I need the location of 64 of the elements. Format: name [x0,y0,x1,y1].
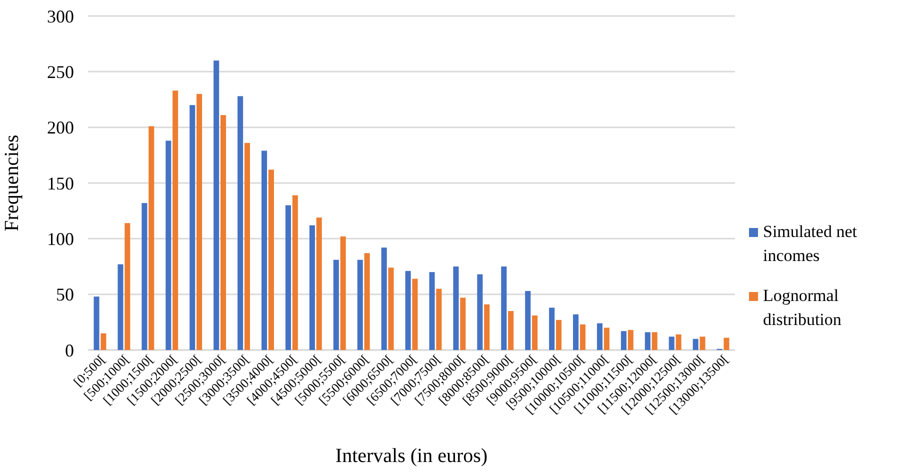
bar [644,332,650,350]
bar [100,333,106,350]
bar [357,260,363,350]
bar [118,264,124,350]
bar [573,314,579,350]
bar [580,324,586,350]
bar [94,296,100,350]
bar [549,308,555,350]
bar [556,320,562,350]
bar [620,331,626,350]
bar [364,253,370,350]
bar [166,140,172,350]
bar [484,304,490,350]
bar [148,126,154,350]
x-axis-title: Intervals (in euros) [335,445,488,467]
y-tick-label: 250 [47,62,74,82]
y-tick-label: 50 [56,284,74,305]
bar [142,203,148,350]
bar [652,332,658,350]
bar [525,290,531,350]
bar [381,248,387,350]
bar [628,330,634,350]
bar [388,268,394,350]
bar [238,96,244,350]
bar [190,105,196,350]
bar [412,278,418,350]
bar [477,274,483,350]
bar [405,270,411,350]
legend-label: Lognormal distribution [763,286,842,329]
y-axis-title: Frequencies [1,134,23,232]
y-tick-label: 150 [47,173,74,194]
y-tick-label: 100 [47,228,74,249]
bar [124,223,130,350]
bar [596,323,603,350]
bar [220,115,226,350]
bar [436,288,442,350]
bar [316,218,322,350]
bar [700,336,706,350]
bar [172,90,178,350]
bar [333,260,339,350]
bar [309,225,315,350]
bar [692,338,698,350]
y-tick-label: 300 [47,6,74,26]
legend-label: Simulated net incomes [763,222,858,265]
bar [501,266,507,350]
bar [285,205,291,350]
bar [724,338,730,350]
bar [261,150,268,350]
bar [532,315,538,350]
bar [604,328,610,350]
bar [429,272,435,350]
y-tick-label: 200 [47,118,74,138]
bar [292,195,298,350]
bar [196,94,202,350]
bar [453,266,459,350]
bar [244,142,250,350]
bar [340,236,346,350]
bar [668,336,674,350]
bar [268,170,274,350]
bar [460,298,466,350]
bar [676,334,682,350]
bar [214,60,220,350]
bar [508,311,514,350]
y-tick-label: 0 [65,340,74,360]
